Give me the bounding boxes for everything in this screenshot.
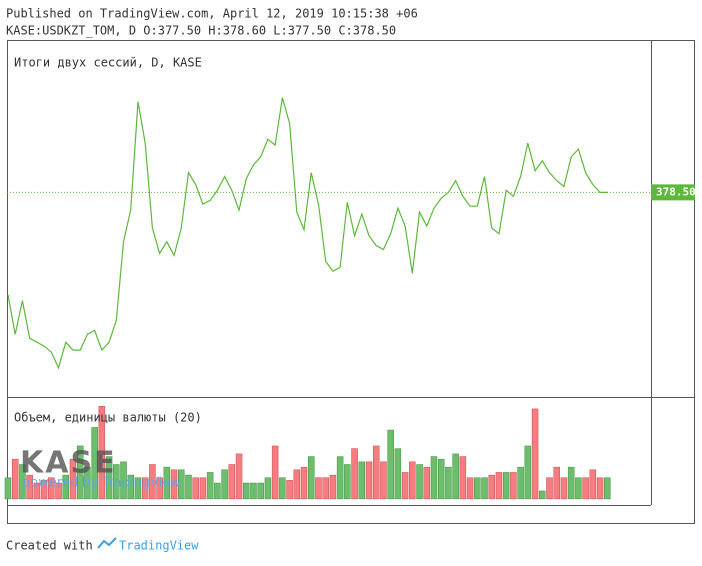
volume-bar [560,477,568,500]
volume-bar [322,477,329,500]
volume-legend: Объем, единицы валюты (20) [14,411,202,425]
volume-bar [351,448,358,500]
volume-bar [257,482,264,500]
volume-bar [55,482,62,500]
volume-bar [358,461,366,500]
symbol-info: KASE:USDKZT_TOM, D O:377.50 H:378.60 L:3… [6,24,396,38]
volume-bar [531,408,539,500]
volume-bar [120,461,127,500]
volume-bar [221,469,228,500]
volume-bar [105,456,113,500]
volume-bar [488,474,495,500]
volume-bar [264,477,272,500]
volume-bar [149,464,156,500]
volume-bar [76,445,84,500]
price-legend: Итоги двух сессий, D, KASE [14,56,202,70]
volume-bar [113,464,120,500]
volume-bar [452,453,459,500]
volume-bar [315,477,322,500]
volume-bar [481,477,488,500]
volume-bar [387,429,394,500]
volume-bar [178,469,185,500]
volume-bar [206,472,214,500]
volume-bar [344,464,351,500]
volume-bar [84,466,91,500]
volume-bar [365,461,373,500]
volume-bar [300,466,308,500]
volume-bar [575,477,582,500]
volume-bar [69,458,77,500]
volume-bar [235,453,243,500]
volume-bar [596,477,604,500]
volume-bar [199,477,207,500]
volume-bar [134,477,142,500]
watermark-tagline: powered by TradingView [22,476,181,491]
volume-bar [524,445,532,500]
volume-bar [423,466,431,500]
volume-bar [372,445,380,500]
volume-bar [307,456,315,500]
last-price-tag [651,184,695,201]
volume-bar [502,472,510,500]
volume-bar [141,477,149,500]
frame [7,40,695,524]
volume-bar [170,469,178,500]
volume-bar [329,474,337,500]
brand: TradingView [119,539,199,553]
volume-bar [62,474,70,500]
volume-bar [567,466,575,500]
volume-bar [589,469,597,500]
volume-bar [163,466,171,500]
volume-bar [279,477,286,500]
volume-bar [517,466,524,500]
volume-bar [466,477,474,500]
volume-bar [33,482,41,500]
volume-bar [582,477,589,500]
volume-bar [19,464,26,500]
volume-bar [40,480,48,500]
volume-bar [192,477,199,500]
volume-bar [394,448,402,500]
volume-bar [286,480,293,500]
volume-bar [185,474,192,500]
volume-bar [91,427,98,500]
volume-bar [214,482,221,500]
price-line [7,97,608,370]
volume-bar [243,482,250,500]
volume-bar [416,464,423,500]
created-with: Created with [6,539,93,553]
volume-bar [336,456,344,500]
volume-bar [553,466,560,500]
volume-bar [26,474,33,500]
volume-bar [380,461,387,500]
volume-bar [409,461,416,500]
volume-bar [539,490,546,500]
volume-bar [156,477,163,500]
volume-bar [11,458,19,500]
volume-bar [271,445,279,500]
brand-icon [97,537,117,549]
published: Published on TradingView.com, April 12, … [6,7,418,21]
volume-bar [510,472,517,500]
volume-bar [98,406,106,500]
volume-bar [459,456,467,500]
volume-bar [48,477,55,500]
volume-bar [293,469,301,500]
volume-bar [250,482,257,500]
volume-bar [437,458,445,500]
volume-bar [430,456,438,500]
volume-bar [4,477,12,500]
volume-bar [127,474,134,500]
volume-bar [445,466,452,500]
volume-bar [228,464,236,500]
volume-bar [495,472,503,500]
volume-bar [604,477,611,500]
volume-bar [546,477,553,500]
volume-bar [474,477,481,500]
watermark-logo: KASE [20,446,117,481]
volume-bar [401,472,409,500]
last-price-label: 378.50 [656,185,696,198]
